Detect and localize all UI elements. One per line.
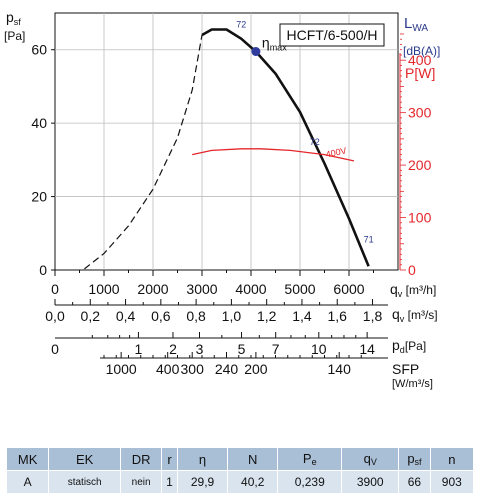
x2-tick-label: 1,8: [363, 308, 383, 324]
x4-tick-label: 400: [156, 361, 180, 377]
table-cell: 40,2: [227, 470, 279, 494]
series-pressure_dashed: [84, 34, 203, 270]
x1-tick-label: 1000: [88, 281, 119, 297]
series-layer: 400V: [84, 28, 370, 270]
table-header-cell: DR: [120, 447, 163, 471]
x4-axis-title: SFP: [392, 361, 419, 377]
y-left-tick-label: 60: [31, 42, 47, 58]
x4-tick-label: 240: [215, 361, 239, 377]
sound-level-label: 71: [364, 234, 374, 244]
optimum-label: ηmax: [262, 35, 287, 53]
x4-tick-label: 300: [181, 361, 205, 377]
x2-tick-label: 0,0: [45, 308, 65, 324]
table-header-cell: EK: [48, 447, 122, 471]
table-header-cell: MK: [5, 447, 50, 471]
x3-tick-label: 3: [196, 341, 204, 357]
table-cell: A: [5, 470, 50, 494]
x1-tick-label: 3000: [186, 281, 217, 297]
x2-tick-label: 1,6: [328, 308, 348, 324]
table-header-cell: Pe: [277, 447, 343, 471]
x3-tick-label: 1: [135, 341, 143, 357]
x1-tick-label: 2000: [137, 281, 168, 297]
table-header-row: MK EK DR r η N Pe qV psf n: [5, 447, 475, 471]
x3-axis-title: pd[Pa]: [392, 337, 426, 355]
series-label-power_400v: 400V: [325, 145, 348, 159]
table-header-cell: psf: [398, 447, 431, 471]
x2-tick-label: 1,2: [257, 308, 277, 324]
y-right-tick-label: 400: [408, 52, 432, 68]
x3-tick-label: 5: [238, 341, 246, 357]
x3-tick-label: 2: [169, 341, 177, 357]
y-right-tick-label: 200: [408, 157, 432, 173]
y-left-unit: [Pa]: [4, 29, 25, 43]
y-right-sound-unit: [dB(A)]: [403, 44, 440, 58]
y-right-sound-symbol: LWA: [404, 15, 428, 34]
x-axes: 0 1000 2000 3000 4000 5000 6000 qv [m³/h]0,0 0,2…: [45, 270, 438, 390]
y-left-symbol: psf: [6, 9, 21, 27]
optimum-point: [251, 47, 261, 57]
table-cell: nein: [120, 470, 163, 494]
x4-axis-unit: [W/m³/s]: [392, 378, 433, 390]
y-right-power-label: P[W]: [405, 65, 435, 81]
model-label-box: [279, 23, 385, 47]
table-cell: 66: [398, 470, 431, 494]
x4-tick-label: 140: [328, 361, 352, 377]
x2-tick-label: 1,4: [292, 308, 312, 324]
y-left-tick-label: 0: [39, 262, 47, 278]
table-header-cell: qV: [341, 447, 400, 471]
y-right-tick-label: 100: [408, 210, 432, 226]
y-left-ticks: 0 20 40 60: [31, 42, 55, 278]
table-cell: 3900: [341, 470, 400, 494]
x4-tick-label: 200: [244, 361, 268, 377]
x1-tick-label: 4000: [235, 281, 266, 297]
table-cell: 0,239: [277, 470, 343, 494]
x1-tick-label: 0: [51, 281, 59, 297]
x2-axis-title: qv [m³/s]: [392, 306, 438, 324]
table-header-cell: r: [161, 447, 178, 471]
table-cell: statisch: [48, 470, 122, 494]
sound-level-label: 72: [236, 20, 246, 30]
y-left-tick-label: 20: [31, 189, 47, 205]
x2-tick-label: 1,0: [222, 308, 242, 324]
table-header-cell: η: [176, 447, 229, 471]
series-power_400v: [192, 148, 355, 162]
y-right-tick-label: 0: [408, 262, 416, 278]
plot-frame: [54, 12, 399, 271]
x2-tick-label: 0,2: [81, 308, 101, 324]
x3-tick-label: 10: [311, 341, 327, 357]
x1-tick-label: 5000: [284, 281, 315, 297]
table-header-cell: n: [429, 447, 475, 471]
x4-tick-label: 1000: [106, 361, 137, 377]
table-cell: 29,9: [176, 470, 229, 494]
chart-grid: [54, 12, 399, 271]
table-header-cell: N: [227, 447, 279, 471]
x2-tick-label: 0,8: [186, 308, 206, 324]
series-pressure_solid: [201, 28, 370, 267]
x2-tick-label: 0,6: [151, 308, 171, 324]
table-cell: 1: [161, 470, 178, 494]
y-left-tick-label: 40: [31, 115, 47, 131]
y-right-ticks: 0 100 200 300 400: [399, 33, 432, 278]
table-cell: 903: [429, 470, 475, 494]
sound-level-label: 72: [310, 137, 320, 147]
labels-layer: 72 72 71 ηmax: [236, 20, 373, 245]
y-right-tick-label: 300: [408, 105, 432, 121]
x3-tick-label: 0: [51, 341, 59, 357]
x1-tick-label: 6000: [333, 281, 364, 297]
x2-tick-label: 0,4: [116, 308, 136, 324]
model-label: HCFT/6-500/H: [286, 27, 377, 43]
x3-tick-label: 14: [359, 341, 375, 357]
x1-axis-title: qv [m³/h]: [390, 281, 436, 299]
x3-tick-label: 7: [272, 341, 280, 357]
